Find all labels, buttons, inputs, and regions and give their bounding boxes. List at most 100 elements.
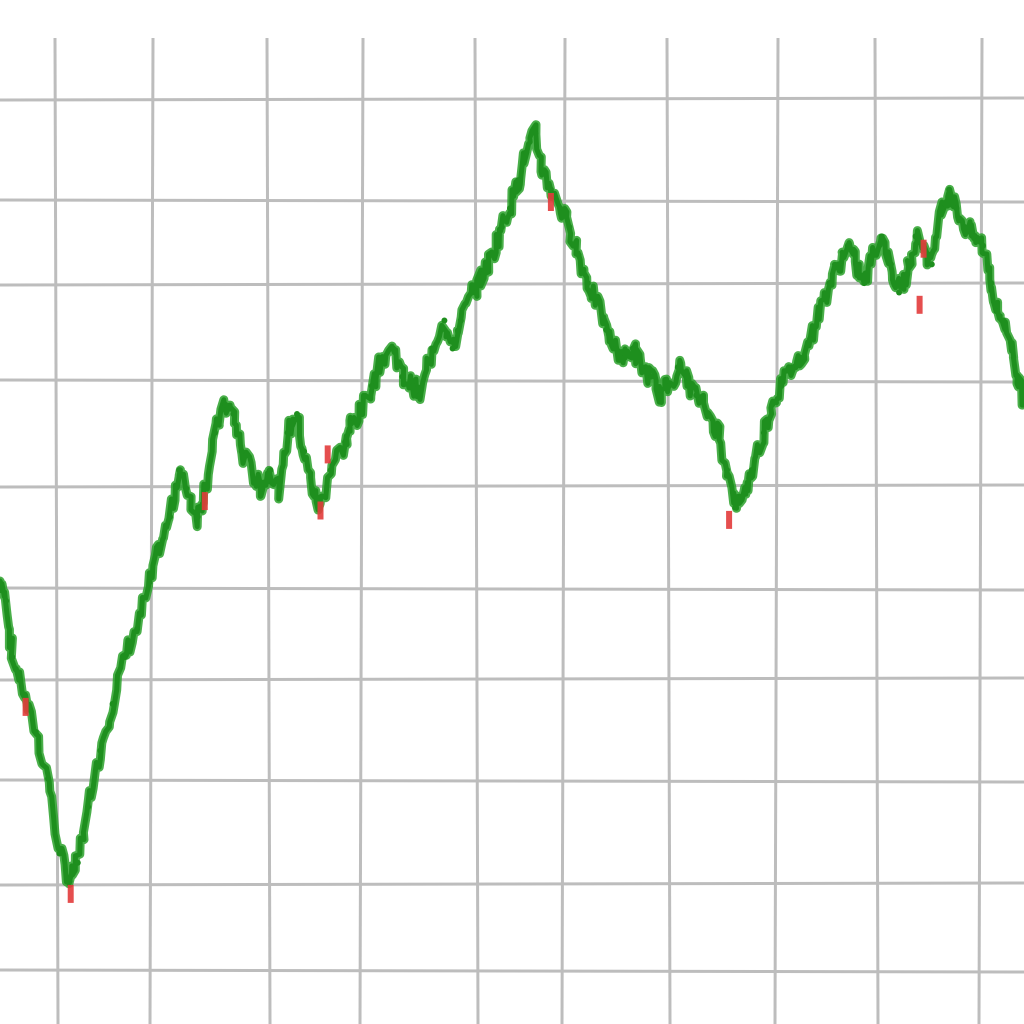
data-point	[390, 345, 397, 352]
data-point	[258, 485, 265, 492]
data-point	[665, 383, 672, 389]
data-point	[896, 289, 903, 296]
data-point	[769, 401, 776, 408]
grid-line-vertical	[665, 37, 672, 1024]
data-point	[594, 298, 600, 305]
data-point	[584, 280, 591, 287]
data-point	[1021, 401, 1024, 408]
grid-line-horizontal	[0, 968, 1024, 974]
grid-line-horizontal	[0, 96, 1024, 102]
grid-line-vertical	[148, 37, 155, 1024]
data-point	[348, 420, 355, 427]
data-point	[380, 354, 386, 361]
down-mark	[67, 884, 74, 903]
data-point	[301, 448, 308, 455]
grid-line-vertical	[773, 37, 780, 1024]
data-point	[835, 261, 842, 268]
data-point	[778, 383, 785, 389]
data-point	[724, 467, 730, 474]
grid-line-horizontal	[0, 378, 1024, 384]
grid-line-horizontal	[0, 281, 1024, 287]
data-point	[399, 373, 406, 380]
data-point	[342, 439, 349, 446]
grid-line-horizontal	[0, 778, 1024, 784]
grid-line-horizontal	[0, 676, 1024, 682]
data-point	[648, 373, 655, 380]
data-point	[715, 429, 722, 436]
data-point	[532, 130, 539, 137]
data-point	[988, 280, 995, 287]
data-point	[566, 224, 573, 230]
grid	[0, 37, 1024, 1024]
data-point	[912, 233, 919, 240]
data-point	[183, 485, 190, 492]
down-mark	[920, 239, 927, 258]
data-point	[938, 205, 945, 212]
data-point	[441, 317, 448, 324]
data-point	[238, 448, 245, 455]
data-point	[575, 252, 582, 258]
down-mark	[916, 295, 923, 314]
data-point	[121, 654, 128, 661]
data-point	[194, 513, 201, 520]
data-point	[212, 429, 218, 436]
data-point	[457, 317, 464, 324]
data-point	[674, 364, 681, 371]
data-point	[21, 691, 28, 698]
grid-line-vertical	[473, 37, 480, 1024]
data-point	[134, 626, 141, 632]
grid-line-horizontal	[0, 881, 1024, 887]
data-point	[167, 513, 173, 520]
data-point	[946, 186, 953, 193]
data-point	[85, 803, 92, 810]
data-point	[222, 401, 229, 408]
data-point	[429, 345, 436, 352]
data-point	[853, 261, 860, 268]
data-point	[603, 326, 610, 333]
down-marks-layer	[22, 193, 927, 903]
data-point	[0, 579, 3, 586]
data-point	[56, 850, 63, 857]
data-point	[807, 336, 813, 343]
data-point	[970, 233, 977, 240]
data-point	[489, 252, 496, 258]
data-point	[1014, 373, 1021, 380]
data-point	[693, 392, 700, 399]
data-point	[416, 392, 423, 399]
grid-line-vertical	[358, 37, 365, 1024]
data-point	[449, 345, 456, 352]
data-point	[276, 485, 283, 492]
data-point	[639, 364, 645, 371]
series-layer	[0, 120, 1024, 889]
data-point	[748, 467, 755, 474]
grid-line-vertical	[53, 37, 60, 1024]
grid-line-horizontal	[0, 586, 1024, 592]
down-mark	[317, 501, 324, 520]
grid-line-vertical	[560, 37, 567, 1024]
data-point	[928, 261, 935, 268]
down-mark	[324, 445, 331, 464]
data-point	[357, 411, 364, 417]
data-point	[878, 233, 885, 240]
data-point	[97, 747, 104, 754]
data-point	[66, 878, 73, 885]
data-point	[797, 354, 804, 361]
data-point	[742, 485, 749, 492]
data-point	[284, 429, 291, 436]
down-mark	[547, 193, 554, 211]
data-point	[547, 186, 554, 193]
data-point	[515, 177, 522, 184]
data-point	[980, 242, 986, 249]
data-point	[309, 485, 316, 492]
data-point	[230, 411, 237, 417]
grid-line-horizontal	[0, 483, 1024, 489]
data-point	[788, 364, 795, 371]
data-point	[32, 728, 39, 735]
data-point	[156, 541, 163, 548]
data-point	[760, 429, 767, 436]
grid-line-vertical	[873, 37, 880, 1024]
data-point	[612, 345, 619, 352]
data-point	[826, 280, 833, 287]
